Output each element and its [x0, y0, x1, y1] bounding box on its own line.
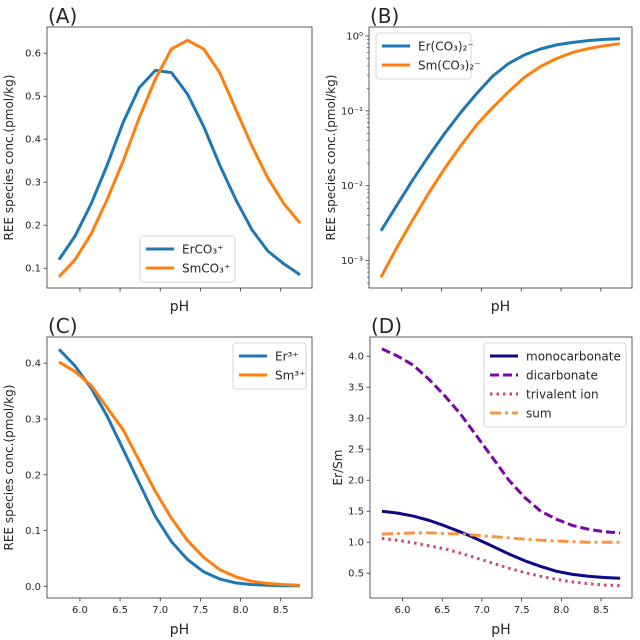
- panel-b: 10⁻³ 10⁻² 10⁻¹ 10⁰ (B) pH REE species conc.(pm…: [324, 4, 633, 315]
- x-tick-label: 8.5: [273, 605, 289, 616]
- x-tick-label: 6.0: [72, 605, 88, 616]
- y-tick-label: 10⁻³: [341, 256, 363, 267]
- axes-frame: [368, 26, 633, 289]
- x-axis-label: pH: [170, 622, 189, 638]
- x-tick-label: 6.5: [434, 605, 450, 616]
- panel-c: 0.0 0.1 0.2 0.3 0.4 6.0 6.5 7.0 7.5 8.0 8.5 (C) pH RE…: [2, 314, 313, 638]
- x-tick-label: 8.0: [233, 605, 249, 616]
- series-line-1: [58, 360, 301, 587]
- legend-frame: [483, 342, 627, 428]
- y-tick-label: 0.3: [25, 178, 41, 189]
- series-line-1: [57, 38, 302, 278]
- panel-d: 0.5 1.0 1.5 2.0 2.5 3.0 3.5 4.0 6.0 6.5 7.0 7.5 8.0 8…: [331, 314, 633, 638]
- panel-label: (A): [48, 4, 77, 28]
- series-line-3: [381, 531, 621, 544]
- x-axis-label: pH: [170, 299, 189, 315]
- panel-label: (B): [370, 4, 399, 28]
- y-axis-label: REE species conc.(pmol/kg): [2, 75, 16, 241]
- y-tick-label: 0.1: [25, 526, 41, 537]
- y-tick-label: 1.0: [348, 538, 364, 549]
- series-line-2: [381, 537, 621, 588]
- y-tick-label: 10⁻²: [341, 181, 363, 192]
- series-line-1: [381, 347, 621, 535]
- panel-label: (C): [48, 314, 78, 338]
- y-axis-label: REE species conc.(pmol/kg): [324, 75, 338, 241]
- y-tick-label: 0.3: [25, 414, 41, 425]
- y-tick-label: 0.1: [25, 264, 41, 275]
- series-line-0: [57, 68, 301, 276]
- legend: monocarbonate dicarbonate trivalent ion sum: [483, 342, 627, 428]
- axes-frame: [46, 336, 313, 599]
- legend-label-2: trivalent ion: [526, 388, 599, 402]
- legend: ErCO₃⁺ SmCO₃⁺: [139, 235, 236, 283]
- y-tick-label: 10⁻¹: [341, 106, 363, 117]
- series-line-0: [57, 348, 300, 588]
- y-tick-label: 0.4: [25, 135, 41, 146]
- y-tick-label: 2.0: [348, 476, 364, 487]
- series-line-0: [381, 509, 621, 580]
- panel-a: 0.1 0.2 0.3 0.4 0.5 0.6 (A) pH REE species conc.…: [2, 4, 313, 315]
- y-tick-label: 0.0: [25, 582, 41, 593]
- x-tick-label: 7.0: [152, 605, 168, 616]
- y-tick-label: 0.4: [25, 359, 41, 370]
- y-tick-label: 3.0: [348, 414, 364, 425]
- axes-frame: [369, 336, 633, 599]
- y-tick-label: 0.2: [25, 470, 41, 481]
- x-tick-label: 7.5: [192, 605, 208, 616]
- series-line-1: [379, 42, 621, 278]
- y-tick-label: 1.5: [348, 507, 364, 518]
- legend-label-0: monocarbonate: [526, 350, 621, 364]
- legend-label-3: sum: [526, 407, 552, 421]
- x-tick-label: 6.5: [112, 605, 128, 616]
- legend-label-1: dicarbonate: [526, 369, 598, 383]
- panel-label: (D): [371, 314, 402, 338]
- y-axis-label: Er/Sm: [331, 450, 345, 486]
- x-tick-label: 6.0: [395, 605, 411, 616]
- legend: Er(CO₃)₂⁻ Sm(CO₃)₂⁻: [375, 32, 480, 80]
- legend: Er³⁺ Sm³⁺: [232, 342, 307, 390]
- y-tick-label: 3.5: [348, 383, 364, 394]
- x-tick-label: 7.0: [474, 605, 490, 616]
- legend-label-1: Sm³⁺: [275, 369, 305, 383]
- x-axis-label: pH: [491, 299, 510, 315]
- x-tick-label: 8.5: [593, 605, 609, 616]
- legend-label-0: Er³⁺: [275, 350, 299, 364]
- x-axis-label: pH: [491, 622, 510, 638]
- legend-label-1: SmCO₃⁺: [182, 262, 230, 276]
- legend-label-0: Er(CO₃)₂⁻: [418, 40, 474, 54]
- legend-label-1: Sm(CO₃)₂⁻: [418, 59, 480, 73]
- y-tick-label: 0.5: [25, 92, 41, 103]
- x-tick-label: 7.5: [514, 605, 530, 616]
- y-tick-label: 0.2: [25, 221, 41, 232]
- x-tick-label: 8.0: [553, 605, 569, 616]
- series-line-0: [379, 37, 621, 232]
- y-tick-label: 10⁰: [346, 32, 363, 43]
- y-tick-label: 2.5: [348, 445, 364, 456]
- y-tick-label: 0.6: [25, 49, 41, 60]
- y-axis-label: REE species conc.(pmol/kg): [2, 385, 16, 551]
- y-tick-label: 4.0: [348, 352, 364, 363]
- legend-label-0: ErCO₃⁺: [182, 243, 223, 257]
- axes-frame: [46, 26, 313, 289]
- y-tick-label: 0.5: [348, 569, 364, 580]
